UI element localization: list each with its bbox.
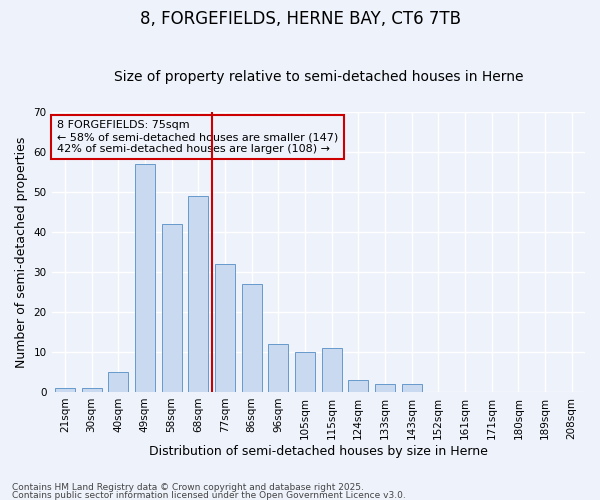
Bar (55, 388, 75, 392)
Bar (188, 196, 208, 392)
Text: Contains HM Land Registry data © Crown copyright and database right 2025.: Contains HM Land Registry data © Crown c… (12, 484, 364, 492)
Bar (375, 384, 395, 392)
Text: Contains public sector information licensed under the Open Government Licence v3: Contains public sector information licen… (12, 490, 406, 500)
Bar (215, 264, 235, 392)
Bar (348, 380, 368, 392)
X-axis label: Distribution of semi-detached houses by size in Herne: Distribution of semi-detached houses by … (149, 444, 488, 458)
Title: Size of property relative to semi-detached houses in Herne: Size of property relative to semi-detach… (113, 70, 523, 85)
Bar (242, 284, 262, 392)
Bar (295, 352, 315, 392)
Bar (268, 344, 288, 392)
Bar (161, 224, 182, 392)
Text: 8 FORGEFIELDS: 75sqm
← 58% of semi-detached houses are smaller (147)
42% of semi: 8 FORGEFIELDS: 75sqm ← 58% of semi-detac… (57, 120, 338, 154)
Bar (322, 348, 341, 392)
Bar (82, 388, 101, 392)
Bar (401, 384, 422, 392)
Y-axis label: Number of semi-detached properties: Number of semi-detached properties (15, 136, 28, 368)
Bar (108, 372, 128, 392)
Text: 8, FORGEFIELDS, HERNE BAY, CT6 7TB: 8, FORGEFIELDS, HERNE BAY, CT6 7TB (139, 10, 461, 28)
Bar (135, 164, 155, 392)
